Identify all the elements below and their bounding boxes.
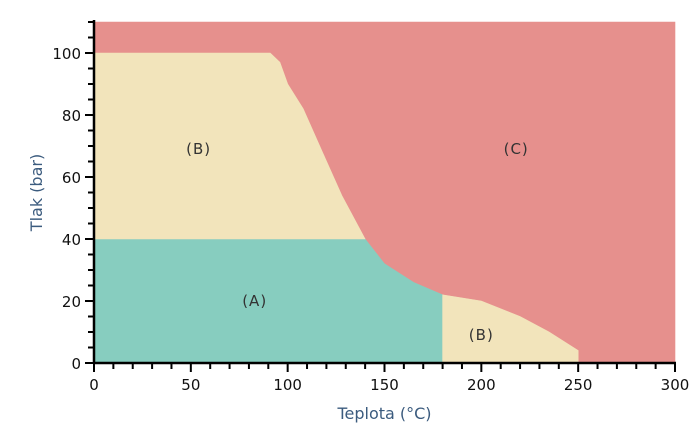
axes: 0 50 100 150 200 250 300 0 20 40 60 80 100: [52, 20, 689, 394]
x-axis-title: Teplota (°C): [336, 404, 431, 423]
x-tick-label-100: 100: [273, 376, 302, 394]
x-tick-label-200: 200: [467, 376, 496, 394]
region-label-1: (A): [242, 292, 267, 310]
region-labels: (A) (B) (B) (C): [186, 140, 529, 344]
region-3: [442, 294, 579, 364]
y-axis-title: Tlak (bar): [27, 154, 46, 232]
x-tick-label-50: 50: [181, 376, 200, 394]
region-label-4: (C): [504, 140, 529, 158]
y-tick-label-40: 40: [62, 231, 81, 249]
region-2: [93, 52, 366, 240]
region-label-2: (B): [186, 140, 211, 158]
y-tick-label-0: 0: [71, 355, 81, 373]
regions: [93, 21, 676, 364]
y-tick-label-100: 100: [52, 45, 81, 63]
y-tick-label-80: 80: [62, 107, 81, 125]
x-tick-label-150: 150: [370, 376, 399, 394]
region-label-3: (B): [469, 326, 494, 344]
x-tick-label-300: 300: [661, 376, 690, 394]
y-tick-label-60: 60: [62, 169, 81, 187]
x-tick-label-250: 250: [564, 376, 593, 394]
x-tick-label-0: 0: [89, 376, 99, 394]
y-tick-label-20: 20: [62, 293, 81, 311]
